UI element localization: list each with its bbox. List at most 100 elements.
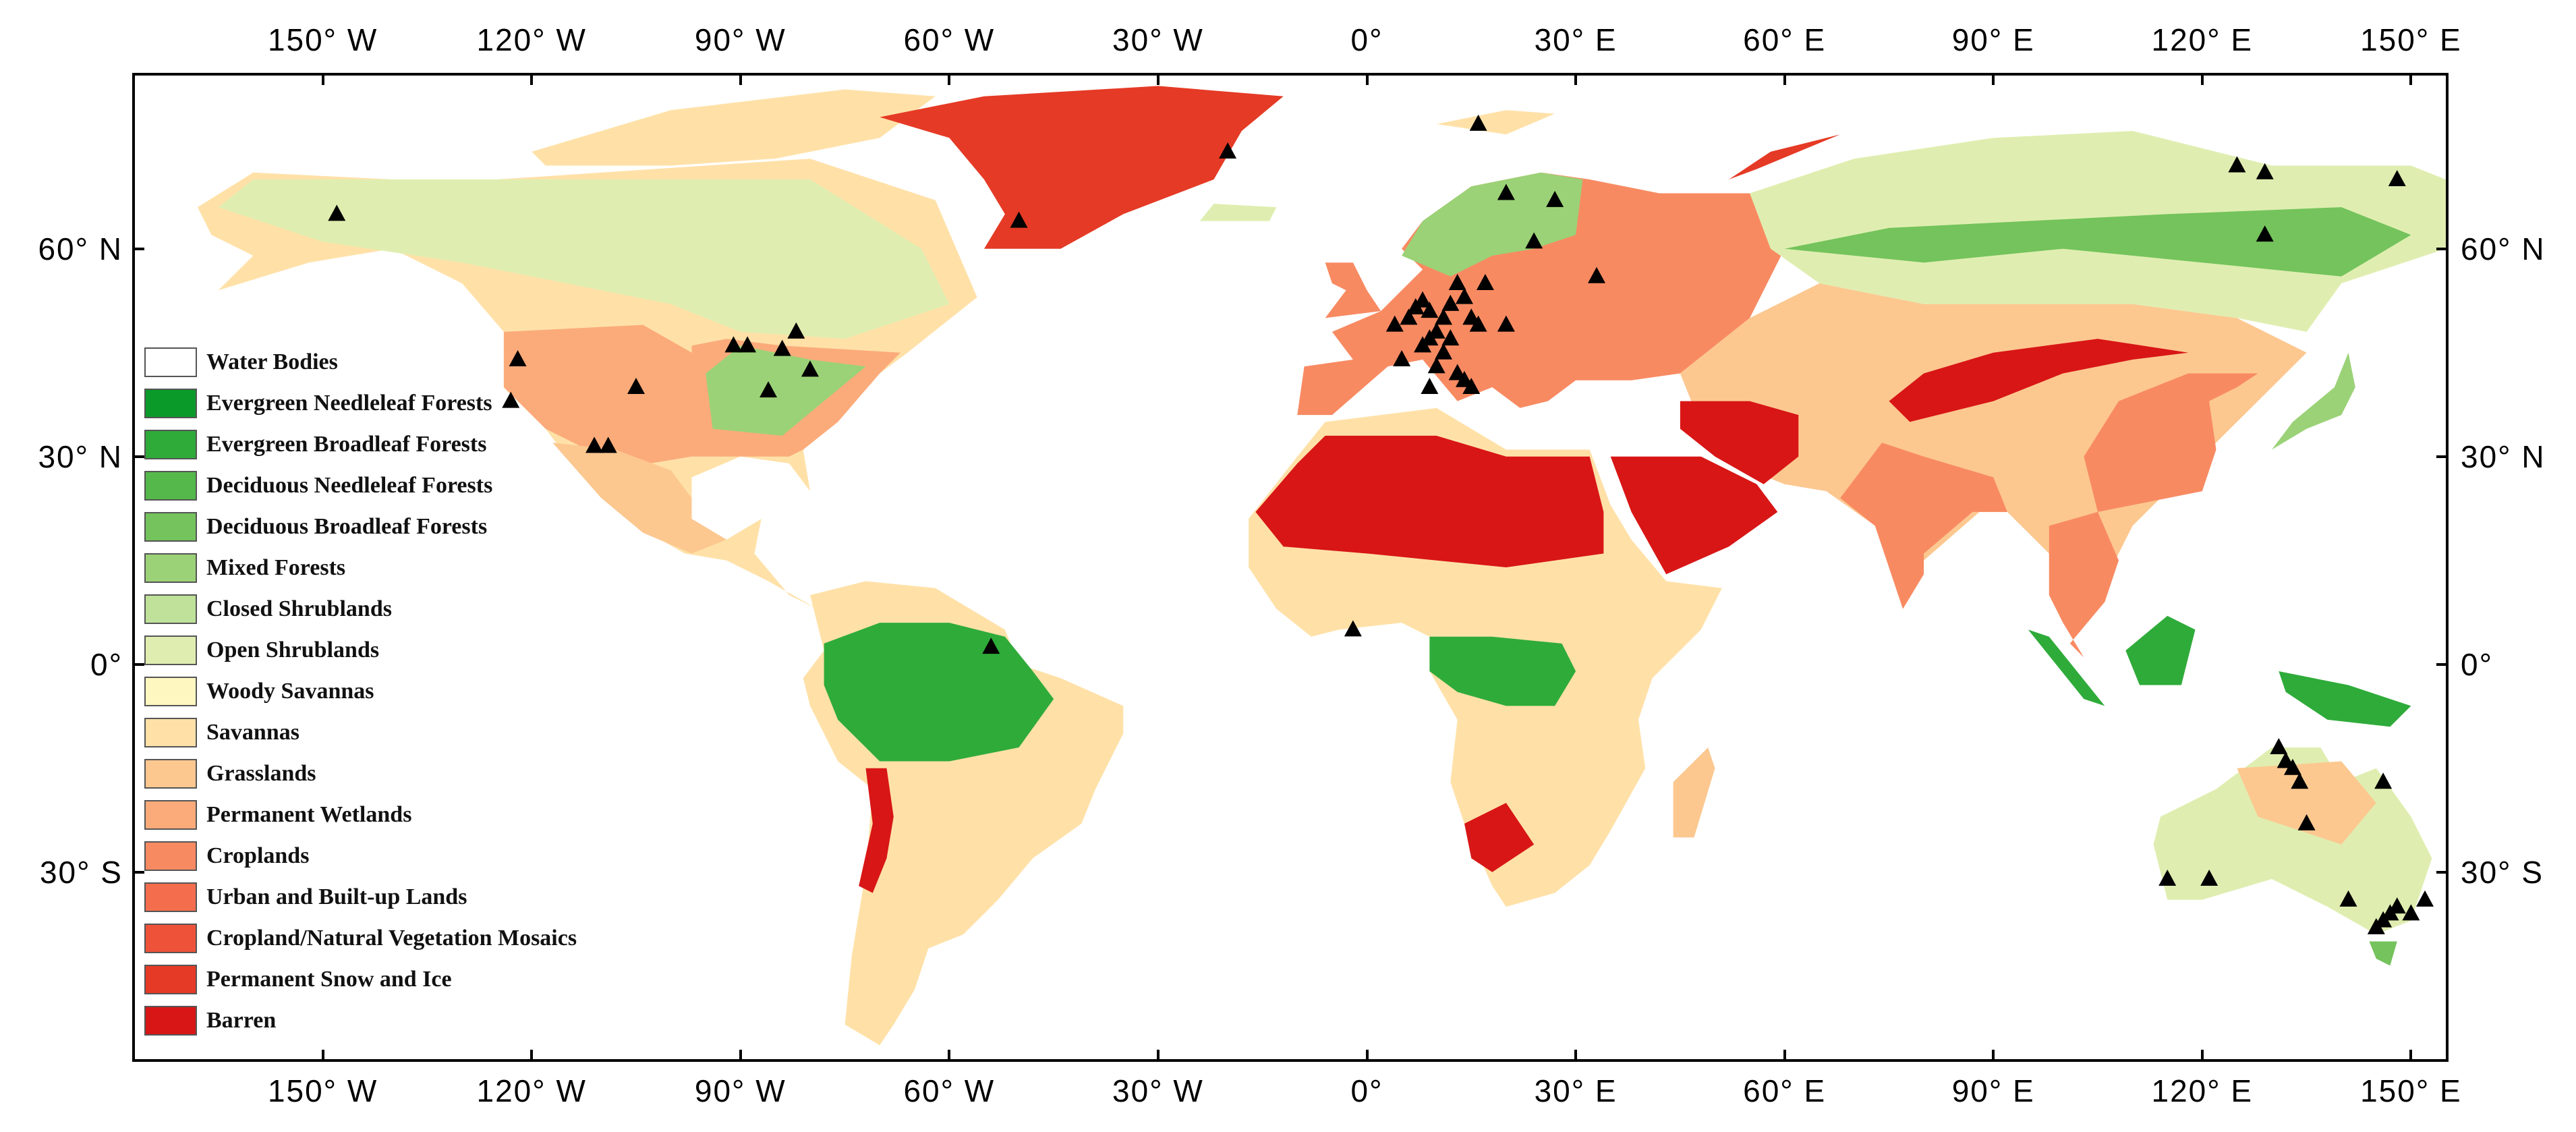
legend-item: Deciduous Needleleaf Forests [144,465,778,506]
lon-label-bottom: 90° W [694,1073,786,1108]
legend-swatch [144,676,197,706]
legend-swatch [144,553,197,583]
land-central-asia [1680,283,2307,609]
axis-tick [1156,76,1160,85]
legend-label: Deciduous Needleleaf Forests [206,472,493,498]
site-marker [502,391,520,408]
legend-label: Savannas [206,719,299,745]
legend: Water Bodies Evergreen Needleleaf Forests… [144,341,778,1041]
legend-item: Mixed Forests [144,547,778,588]
land-sumatra [2028,629,2105,706]
land-scandinavia [1402,172,1583,277]
land-southeast-asia [2049,511,2119,658]
site-marker [2200,870,2219,886]
lon-label-bottom: 150° W [267,1073,378,1108]
world-land-cover-map [197,86,2446,1046]
land-china-east [2084,373,2258,512]
axis-tick [948,76,951,85]
land-uk [1325,262,1381,318]
map-frame [132,73,2449,1062]
lon-label-bottom: 0° [1350,1073,1383,1108]
land-siberia-forest [1784,207,2411,277]
site-marker [509,349,527,366]
legend-swatch [144,388,197,418]
lon-label-top: 120° E [2151,22,2254,57]
land-sahara [1255,435,1604,567]
axis-tick [1574,76,1578,85]
site-marker [1421,329,1439,346]
site-marker [1344,620,1362,637]
site-marker [1435,343,1453,360]
land-andes [859,768,894,893]
axis-tick [530,1050,534,1059]
site-marker [1010,211,1028,228]
site-marker [1469,315,1487,332]
lat-label-right: 60° N [2461,231,2546,266]
legend-label: Water Bodies [206,349,338,374]
site-marker [1462,378,1481,395]
lon-label-bottom: 30° W [1112,1073,1204,1108]
legend-label: Deciduous Broadleaf Forests [206,513,488,539]
land-arctic-archipelago [532,89,936,166]
site-marker [1448,274,1466,291]
land-india [1840,443,2007,609]
legend-item: Evergreen Broadleaf Forests [144,424,778,465]
axis-tick [135,455,144,458]
land-australia-grass [2237,761,2376,845]
axis-tick [2409,1050,2413,1059]
land-tibet-gobi [1889,339,2189,422]
site-marker [2270,737,2288,754]
lon-label-top: 30° W [1112,22,1204,57]
legend-label: Evergreen Broadleaf Forests [206,431,487,457]
site-marker [739,336,757,353]
site-marker [787,322,805,339]
legend-item: Woody Savannas [144,671,778,712]
legend-item: Evergreen Needleleaf Forests [144,383,778,424]
site-marker [1441,294,1460,311]
site-marker [1421,302,1439,318]
lon-label-top: 150° W [267,22,378,57]
axis-tick [1574,1050,1578,1059]
legend-item: Open Shrublands [144,629,778,671]
legend-swatch [144,470,197,501]
land-canada-boreal [218,179,950,339]
legend-label: Mixed Forests [206,555,346,580]
lon-label-top: 30° E [1534,22,1618,57]
axis-tick [948,1050,951,1059]
legend-label: Grasslands [206,760,316,786]
site-marker [1385,315,1404,332]
axis-tick [530,76,534,85]
site-marker [724,336,743,353]
axis-tick [739,76,742,85]
site-marker [1455,287,1473,304]
axis-tick [321,76,324,85]
axis-tick [2200,1050,2204,1059]
lon-label-bottom: 60° W [903,1073,996,1108]
legend-label: Evergreen Needleleaf Forests [206,390,492,416]
site-marker [328,204,346,221]
site-marker [773,339,791,356]
axis-tick [1156,1050,1160,1059]
site-marker [2256,163,2274,179]
site-marker [2416,890,2434,907]
land-us-forest-east [706,345,866,436]
land-svalbard [1436,110,1555,135]
site-marker [2291,772,2309,789]
lat-label-left: 30° N [38,438,123,474]
legend-item: Croplands [144,835,778,876]
site-marker [1588,266,1606,283]
axis-tick [321,1050,324,1059]
lat-label-right: 0° [2461,646,2493,682]
land-greenland [880,86,1284,249]
site-marker [982,638,1000,654]
land-arabia [1610,456,1778,575]
legend-swatch [144,635,197,665]
axis-tick [1992,1050,1995,1059]
land-iceland [1199,204,1277,221]
legend-label: Croplands [206,843,310,868]
legend-item: Permanent Wetlands [144,794,778,835]
site-marker [599,436,617,453]
lat-label-left: 60° N [38,231,123,266]
axis-tick [1783,76,1786,85]
site-marker [1476,274,1494,291]
